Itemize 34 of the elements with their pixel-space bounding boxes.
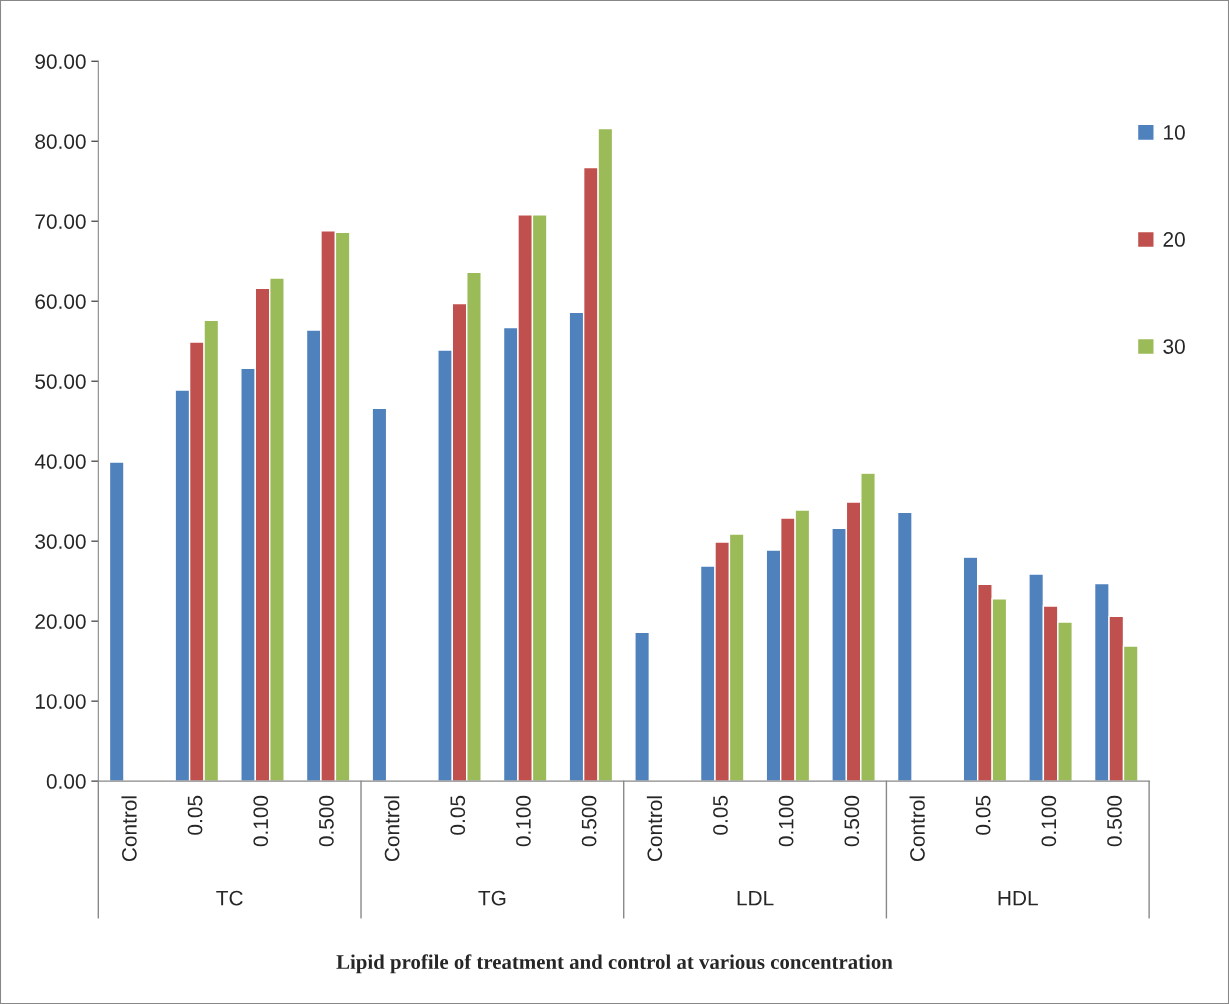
y-tick-label: 10.00 (35, 694, 86, 709)
x-tick-label: 0.500 (581, 795, 597, 847)
text: Lipid profile of treatment and control at various concentration (336, 954, 893, 974)
x-tick-label: 0.100 (1041, 795, 1057, 847)
y-tick-label: 30.00 (35, 534, 86, 549)
y-tick-label: 40.00 (34, 454, 86, 469)
x-tick-label: 0.100 (778, 795, 794, 847)
text: HDL (998, 890, 1038, 906)
x-tick-label: Control (384, 796, 400, 862)
x-tick-label: 0.05 (713, 795, 728, 835)
x-tick-label: 0.500 (1107, 795, 1122, 847)
legend-label: 20 (1163, 232, 1185, 247)
legend-label: 10 (1164, 125, 1185, 140)
x-tick-label: 0.500 (844, 795, 860, 847)
x-tick-label: 0.100 (253, 795, 269, 847)
x-tick-label: 0.500 (319, 795, 334, 847)
x-tick-label: 0.05 (187, 795, 203, 835)
x-tick-label: Control (121, 796, 137, 862)
legend-label: 30 (1163, 339, 1185, 354)
y-tick-label: 80.00 (35, 134, 86, 149)
x-tick-label: 0.100 (516, 795, 531, 847)
y-tick-label: 0.00 (46, 774, 86, 789)
y-tick-label: 70.00 (35, 214, 86, 229)
text: TC (216, 890, 243, 906)
text: LDL (737, 890, 774, 906)
text: TG (478, 890, 506, 906)
y-tick-label: 50.00 (35, 374, 86, 389)
y-tick-label: 60.00 (35, 294, 86, 309)
x-tick-label: 0.05 (975, 795, 991, 835)
x-tick-label: 0.05 (450, 795, 466, 835)
y-tick-label: 20.00 (35, 614, 86, 629)
y-tick-label: 90.00 (35, 54, 86, 69)
x-tick-label: Control (909, 796, 925, 862)
x-tick-label: Control (646, 796, 663, 862)
